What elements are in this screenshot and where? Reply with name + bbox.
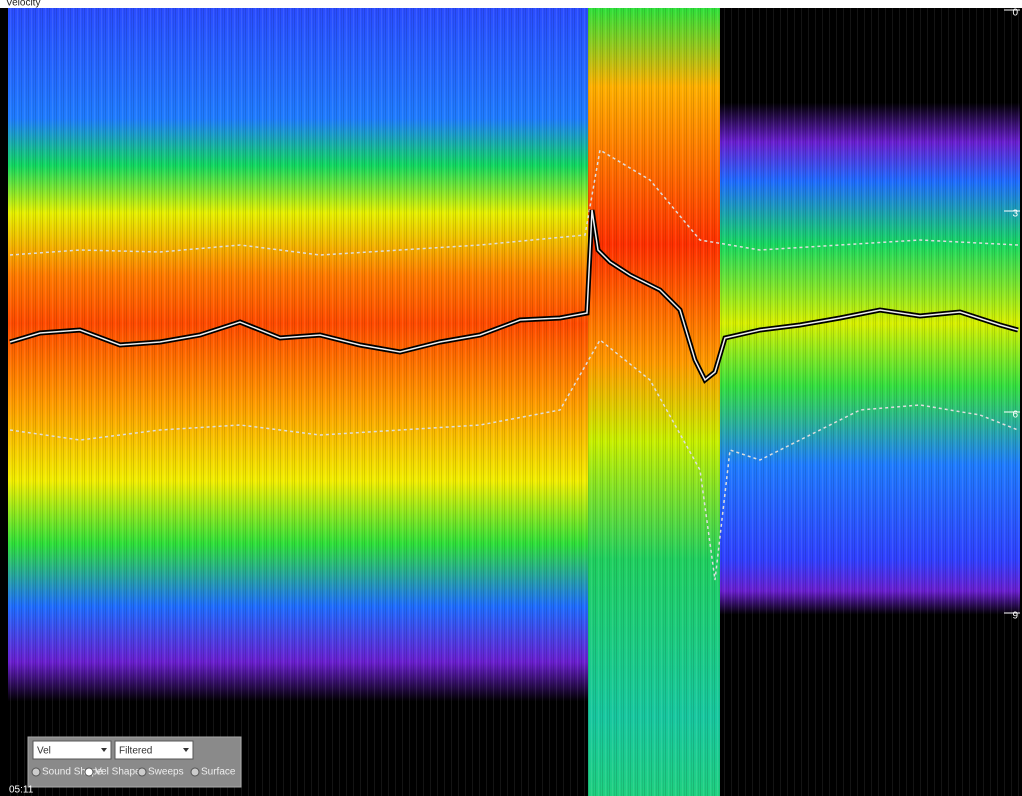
radio-label[interactable]: Vel Shape (95, 767, 141, 778)
radio-button[interactable] (190, 767, 200, 777)
dropdown-value[interactable]: Vel (37, 746, 51, 757)
top-strip (0, 0, 1022, 8)
radio-label[interactable]: Sweeps (148, 767, 184, 778)
dropdown[interactable]: Vel (32, 740, 112, 760)
dropdown-box[interactable] (32, 740, 112, 760)
radio-button[interactable] (137, 767, 147, 777)
radio-label[interactable]: Sound Shape (42, 767, 103, 778)
time-label: 05:11 (9, 785, 34, 796)
upper-bound (9, 148, 1019, 256)
radio-button[interactable] (31, 767, 41, 777)
depth-label: 6 (1012, 410, 1018, 421)
dropdown-arrow[interactable] (101, 748, 107, 752)
radio-label[interactable]: Surface (201, 767, 236, 778)
depth-label: 9 (1012, 611, 1018, 622)
view-title: Velocity (6, 0, 40, 9)
dropdown[interactable]: Filtered (114, 740, 194, 760)
lower-bound (9, 338, 1019, 581)
dropdown-value[interactable]: Filtered (119, 746, 152, 757)
mean-line (9, 209, 1019, 382)
dropdown-arrow[interactable] (183, 748, 189, 752)
dropdown-box[interactable] (114, 740, 194, 760)
radio-button[interactable] (84, 767, 94, 777)
depth-axis: 0 3 6 9 (1004, 8, 1020, 622)
depth-label: 0 (1012, 8, 1018, 19)
heatmap-texture (8, 8, 1020, 796)
depth-label: 3 (1012, 209, 1018, 220)
